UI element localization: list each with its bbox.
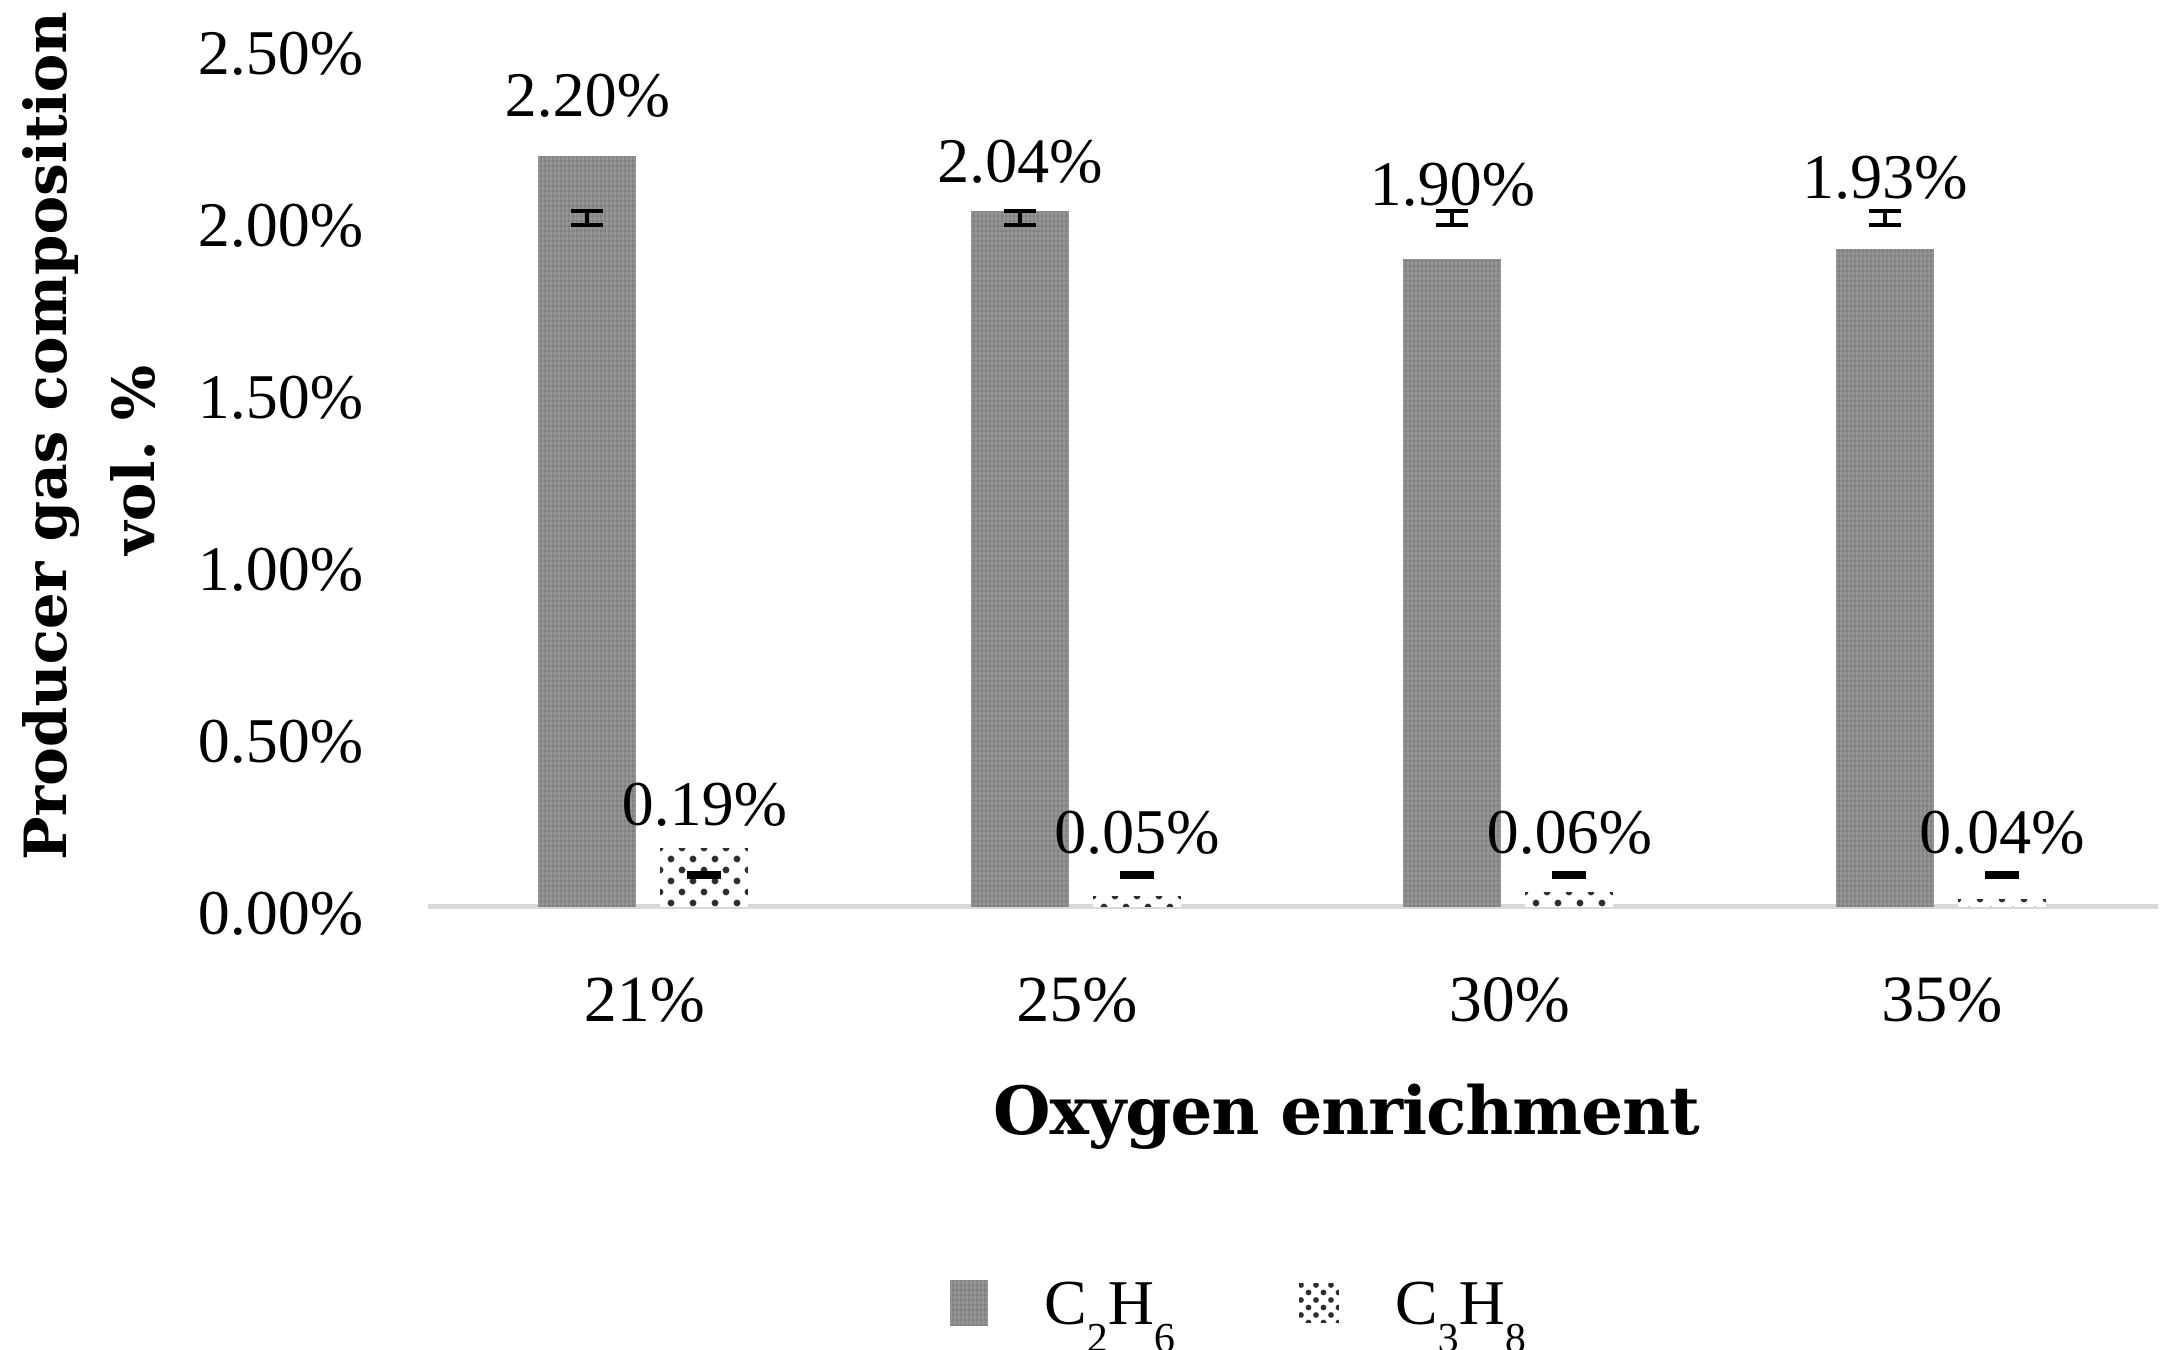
legend: C2H6 C3H8 [950, 1258, 1526, 1350]
y-tick-label: 1.50% [197, 361, 363, 432]
data-label-c3h8: 0.06% [1486, 796, 1652, 867]
data-label-c3h8: 0.19% [621, 768, 787, 839]
data-label-c2h6: 1.90% [1369, 148, 1535, 219]
legend-swatch-c3h8 [1298, 1283, 1339, 1323]
x-axis-title: Oxygen enrichment [993, 1072, 1700, 1150]
x-tick-label: 35% [1881, 963, 2003, 1036]
bar-c2h6 [1403, 259, 1502, 907]
legend-swatch-c2h6 [950, 1280, 988, 1326]
data-label-c2h6: 2.20% [504, 59, 670, 130]
x-tick-label: 30% [1448, 963, 1570, 1036]
error-bar-c3h8 [1984, 871, 2019, 880]
legend-item-c2h6: C2H6 [950, 1267, 1175, 1350]
x-tick-label: 25% [1016, 963, 1138, 1036]
data-label-c2h6: 1.93% [1802, 141, 1968, 212]
bar-c3h8 [1092, 895, 1181, 907]
y-tick-label: 2.50% [197, 17, 363, 88]
legend-item-c3h8: C3H8 [1298, 1267, 1526, 1350]
y-tick-label: 0.50% [197, 705, 363, 776]
legend-label-c2h6: C2H6 [1044, 1267, 1175, 1350]
data-label-c3h8: 0.05% [1054, 796, 1220, 867]
error-bar-c2h6 [571, 209, 604, 228]
error-bar-c3h8 [687, 871, 722, 880]
data-label-c3h8: 0.04% [1919, 796, 2085, 867]
error-bar-c2h6 [1436, 209, 1469, 228]
error-bar-c3h8 [1552, 871, 1587, 880]
bar-c3h8 [1525, 892, 1614, 907]
error-bar-c3h8 [1119, 871, 1154, 880]
y-tick-label: 1.00% [197, 533, 363, 604]
bar-c3h8 [1957, 899, 2046, 907]
bar-c2h6 [970, 211, 1069, 907]
y-tick-label: 2.00% [197, 189, 363, 260]
y-tick-label: 0.00% [197, 877, 363, 948]
x-axis-baseline [428, 904, 2158, 909]
bar-c2h6 [1835, 249, 1934, 907]
legend-label-c3h8: C3H8 [1394, 1267, 1526, 1350]
data-label-c2h6: 2.04% [937, 125, 1103, 196]
error-bar-c2h6 [1003, 209, 1036, 228]
error-bar-c2h6 [1868, 209, 1901, 228]
bar-c2h6 [538, 156, 637, 907]
x-tick-label: 21% [583, 963, 705, 1036]
